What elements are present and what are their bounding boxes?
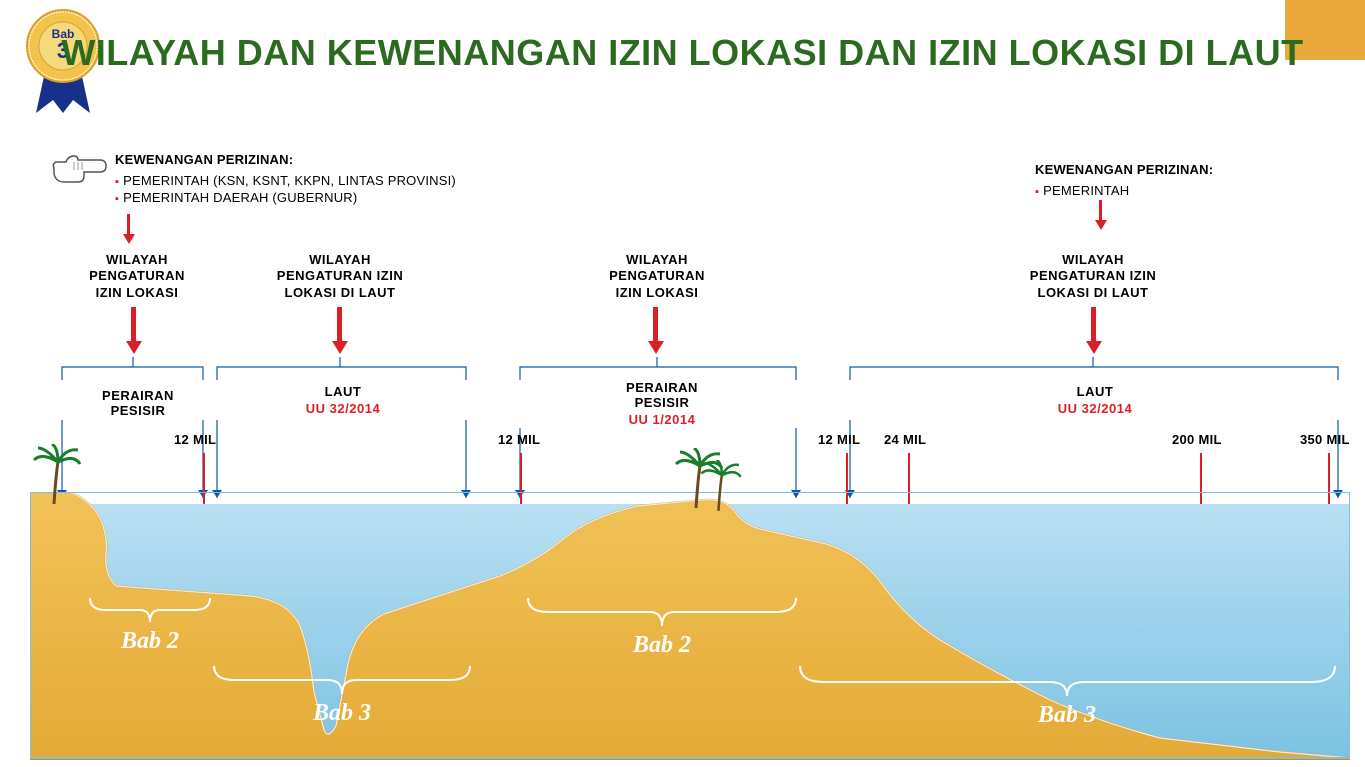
authority-left-item: PEMERINTAH DAERAH (GUBERNUR) — [115, 190, 456, 205]
cross-section-diagram — [30, 492, 1350, 760]
authority-right-head: KEWENANGAN PERIZINAN: — [1035, 162, 1213, 177]
zone-perairan-pesisir-2: PERAIRAN PESISIR UU 1/2014 — [602, 380, 722, 427]
zone-text: LAUT — [325, 384, 362, 399]
mil-12-a: 12 MIL — [174, 432, 216, 447]
zone-text: PERAIRAN PESISIR — [102, 388, 174, 418]
red-arrow — [1099, 200, 1107, 230]
palm-icon — [32, 444, 82, 509]
zone-laut-2: LAUT UU 32/2014 — [1050, 384, 1140, 416]
authority-left: KEWENANGAN PERIZINAN: PEMERINTAH (KSN, K… — [115, 152, 456, 207]
region-label-b: WILAYAH PENGATURAN IZIN LOKASI DI LAUT — [270, 252, 410, 301]
mil-200: 200 MIL — [1172, 432, 1222, 447]
authority-right: KEWENANGAN PERIZINAN: PEMERINTAH — [1035, 162, 1213, 200]
mil-12-b: 12 MIL — [498, 432, 540, 447]
pointing-hand-icon — [52, 150, 108, 190]
authority-left-head: KEWENANGAN PERIZINAN: — [115, 152, 456, 167]
zone-laut-1: LAUT UU 32/2014 — [298, 384, 388, 416]
authority-right-item: PEMERINTAH — [1035, 183, 1213, 198]
red-arrow — [131, 307, 142, 354]
zone-perairan-pesisir-1: PERAIRAN PESISIR — [88, 388, 188, 418]
region-label-a: WILAYAH PENGATURAN IZIN LOKASI — [87, 252, 187, 301]
zone-text: PERAIRAN PESISIR — [626, 380, 698, 410]
page-title: WILAYAH DAN KEWENANGAN IZIN LOKASI DAN I… — [61, 32, 1303, 74]
region-label-c: WILAYAH PENGATURAN IZIN LOKASI — [597, 252, 717, 301]
zone-law: UU 32/2014 — [1050, 401, 1140, 416]
region-label-d: WILAYAH PENGATURAN IZIN LOKASI DI LAUT — [1018, 252, 1168, 301]
authority-left-item: PEMERINTAH (KSN, KSNT, KKPN, LINTAS PROV… — [115, 173, 456, 188]
mil-350: 350 MIL — [1300, 432, 1350, 447]
red-arrow — [337, 307, 348, 354]
zone-law: UU 1/2014 — [602, 412, 722, 427]
red-arrow — [1091, 307, 1102, 354]
red-arrow — [653, 307, 664, 354]
zone-law: UU 32/2014 — [298, 401, 388, 416]
red-arrow — [127, 214, 135, 244]
mil-24: 24 MIL — [884, 432, 926, 447]
mil-12-c: 12 MIL — [818, 432, 860, 447]
palm-icon — [700, 460, 743, 515]
zone-text: LAUT — [1077, 384, 1114, 399]
